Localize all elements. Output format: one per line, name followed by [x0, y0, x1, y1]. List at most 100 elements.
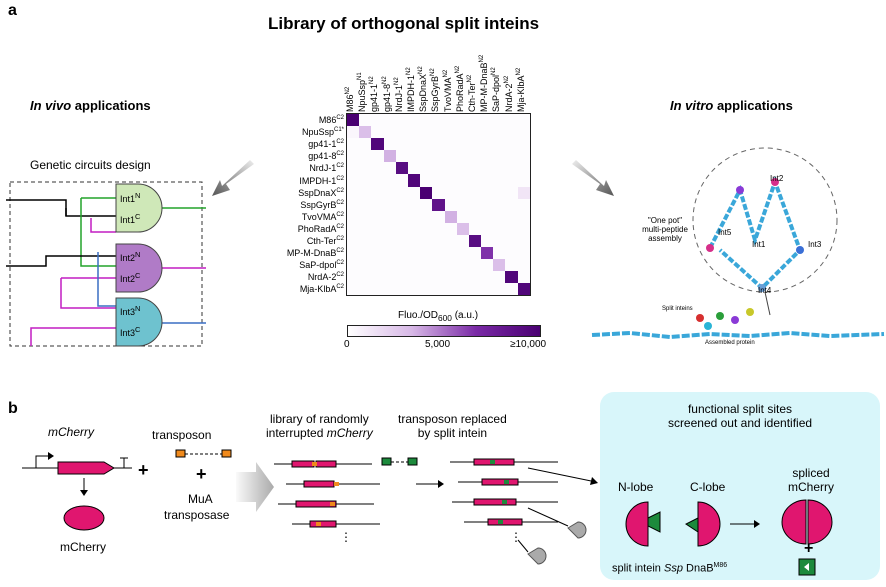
colorbar	[347, 325, 541, 337]
genetic-circuit-diagram	[6, 181, 206, 347]
heatmap-cell	[395, 186, 408, 199]
replaced-ellipsis: ⋮	[510, 530, 522, 544]
heatmap-cell	[493, 138, 506, 151]
heatmap-cell	[407, 186, 421, 199]
heatmap-row-labels: M86C2 NpuSspC1* gp41-1C2 gp41-8C2 NrdJ-1C2 IM…	[260, 113, 344, 295]
heatmap-row-label: SaP-dpolC2	[299, 260, 344, 271]
heatmap-cell	[371, 126, 384, 139]
panel-a-title: Library of orthogonal split inteins	[268, 14, 540, 33]
heatmap-cell	[420, 174, 433, 187]
heatmap-cell	[456, 186, 469, 199]
heatmap-cell	[432, 222, 445, 235]
heatmap-cell	[468, 247, 482, 260]
heatmap-cell	[444, 150, 457, 163]
colorbar-tick-0: 0	[344, 339, 350, 350]
heatmap-cell	[468, 259, 482, 272]
heatmap-cell	[468, 150, 482, 163]
heatmap-cell	[407, 210, 421, 223]
heatmap-cell	[468, 234, 482, 248]
heatmap-cell	[468, 114, 482, 127]
assembled-protein-label: Assembled protein	[705, 340, 755, 346]
heatmap-cell	[395, 150, 408, 163]
heatmap-cell	[493, 162, 506, 175]
transposon-label: transposon	[152, 428, 212, 442]
heatmap-cell	[395, 138, 408, 151]
gate3-n-label: Int3N	[120, 304, 141, 317]
heatmap-cell	[432, 259, 445, 272]
heatmap-cell	[456, 198, 469, 211]
heatmap-cell	[420, 198, 433, 211]
heatmap-cell	[493, 222, 506, 235]
heatmap-cell	[468, 283, 482, 296]
heatmap-row-label: M86C2	[318, 115, 344, 125]
heatmap-cell	[517, 198, 530, 211]
gate1-c-label: Int1C	[120, 212, 141, 225]
heatmap-cell	[420, 126, 433, 139]
heatmap-cell	[444, 174, 457, 187]
heatmap-cell	[347, 247, 360, 260]
heatmap-cell	[407, 138, 421, 151]
heatmap-cell	[493, 114, 506, 127]
heatmap-cell	[505, 186, 518, 199]
colorbar-tick-1: 5,000	[425, 339, 451, 350]
plus-sign-3: +	[804, 540, 814, 557]
heatmap-cell	[456, 162, 469, 175]
heatmap-cell	[395, 222, 408, 235]
heatmap-cell	[444, 271, 457, 284]
heatmap-cell	[481, 186, 494, 199]
heatmap-cell	[468, 162, 482, 175]
heatmap-cell	[407, 174, 421, 187]
heatmap-cell	[444, 198, 457, 211]
heatmap-col-label: SspGyrBN2	[430, 68, 441, 112]
heatmap-cell	[383, 210, 396, 223]
heatmap-cell	[432, 234, 445, 248]
heatmap-cell	[493, 283, 506, 296]
heatmap-cell	[383, 174, 396, 187]
heatmap-col-label: SaP-dpolN2	[491, 67, 502, 112]
screen-label: functional split sites screened out and …	[667, 402, 813, 430]
heatmap-cell	[420, 138, 433, 151]
heatmap-cell	[347, 283, 360, 296]
heatmap-cell	[383, 150, 396, 163]
heatmap-cell	[493, 210, 506, 223]
replaced-label: transposon replaced by split intein	[398, 412, 507, 440]
heatmap-cell	[468, 210, 482, 223]
heatmap-cell	[505, 198, 518, 211]
int5-label: Int5	[718, 228, 732, 237]
heatmap-cell	[493, 259, 506, 272]
heatmap-cell	[347, 259, 360, 272]
heatmap-cell	[481, 234, 494, 248]
heatmap-cell	[407, 114, 421, 127]
heatmap-cell	[481, 271, 494, 284]
heatmap-cell	[481, 222, 494, 235]
heatmap-cell	[481, 174, 494, 187]
heatmap-cell	[517, 259, 530, 272]
heatmap-cell	[347, 114, 360, 127]
heatmap-cell	[432, 114, 445, 127]
heatmap-cell	[493, 174, 506, 187]
heatmap-cell	[371, 234, 384, 248]
heatmap-cell	[420, 247, 433, 260]
mcherry-gene-icon	[22, 452, 132, 531]
plus-sign-2: +	[196, 464, 207, 484]
heatmap-cell	[481, 150, 494, 163]
heatmap-row-label: TvoVMAC2	[301, 211, 344, 222]
heatmap-cell	[359, 186, 372, 199]
heatmap-cell	[420, 234, 433, 248]
heatmap-cell	[444, 126, 457, 139]
spliced-label: spliced mCherry	[788, 466, 835, 494]
heatmap-cell	[420, 283, 433, 296]
gate2-c-label: Int2C	[120, 271, 141, 284]
heatmap-cell	[359, 222, 372, 235]
mua-label: MuA	[188, 492, 213, 506]
gate2-n-label: Int2N	[120, 250, 141, 263]
heatmap-cell	[432, 271, 445, 284]
heatmap-cell	[432, 138, 445, 151]
heatmap-cell	[505, 222, 518, 235]
heatmap-cell	[407, 126, 421, 139]
heatmap-cell	[517, 162, 530, 175]
heatmap-cell	[395, 114, 408, 127]
heatmap-row-label: gp41-1C2	[308, 139, 344, 150]
heatmap-cell	[493, 247, 506, 260]
plus-sign-1: +	[138, 460, 149, 480]
